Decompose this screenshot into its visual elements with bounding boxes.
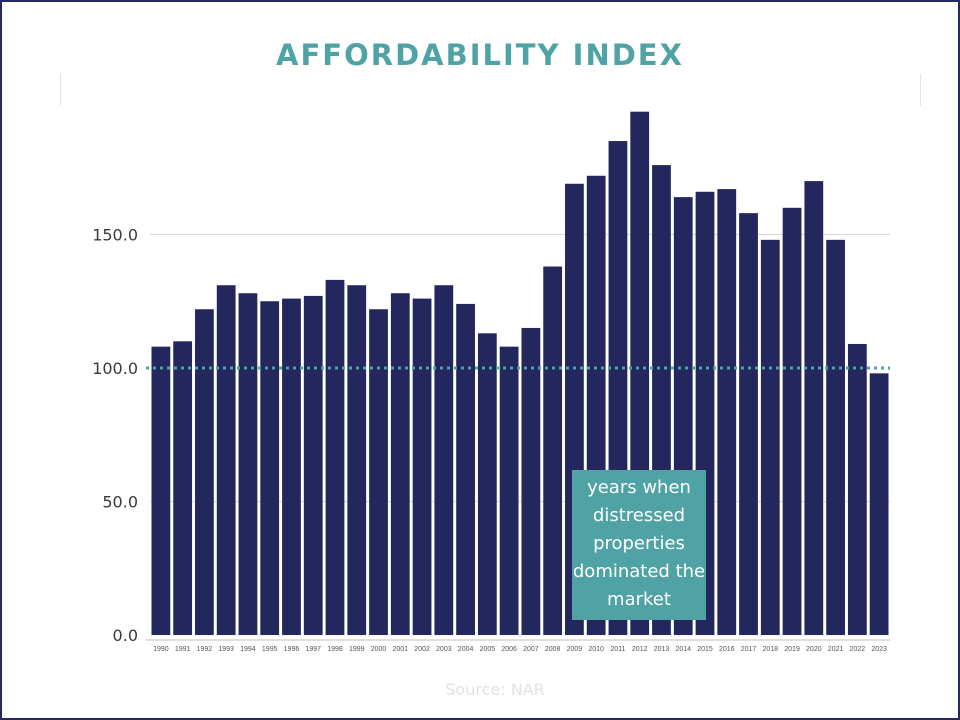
y-tick-label: 150.0	[92, 226, 138, 245]
bar	[325, 279, 345, 635]
x-tick-label: 1993	[218, 646, 234, 653]
bar	[303, 295, 323, 635]
x-tick-label: 2020	[806, 646, 822, 653]
annotation-box: years when distressed properties dominat…	[572, 470, 706, 620]
x-tick-label: 1996	[284, 646, 300, 653]
x-tick-label: 2014	[675, 646, 691, 653]
x-tick-label: 1990	[153, 646, 169, 653]
panel-edge-right	[920, 74, 921, 106]
x-tick-label: 2022	[850, 646, 866, 653]
bar	[347, 285, 367, 635]
bar	[238, 293, 258, 635]
x-tick-label: 2007	[523, 646, 539, 653]
bar	[869, 373, 889, 635]
x-tick-label: 2012	[632, 646, 648, 653]
bar	[847, 343, 867, 635]
bar	[739, 213, 758, 635]
bar	[477, 333, 497, 635]
bar	[369, 309, 388, 635]
bar	[216, 285, 236, 635]
x-tick-label: 2008	[545, 646, 561, 653]
panel-edge-left	[60, 74, 61, 106]
x-tick-label: 2005	[480, 646, 496, 653]
bar	[412, 298, 432, 635]
bar	[717, 189, 737, 636]
bar	[782, 207, 802, 636]
bar	[456, 303, 475, 635]
y-tick-label: 0.0	[113, 626, 138, 645]
x-tick-label: 2013	[654, 646, 670, 653]
bar	[151, 346, 171, 635]
x-tick-label: 1991	[175, 646, 191, 653]
x-tick-label: 2019	[784, 646, 800, 653]
bar	[390, 293, 410, 635]
x-tick-label: 2010	[588, 646, 604, 653]
bar	[173, 341, 193, 635]
x-tick-label: 2001	[393, 646, 409, 653]
x-tick-label: 2009	[567, 646, 583, 653]
x-tick-label: 2003	[436, 646, 452, 653]
bar	[804, 181, 824, 635]
x-tick-label: 2023	[871, 646, 887, 653]
y-tick-label: 50.0	[102, 493, 138, 512]
x-tick-label: 2006	[501, 646, 517, 653]
x-tick-label: 2011	[610, 646, 625, 653]
x-tick-label: 1997	[305, 646, 321, 653]
x-tick-label: 2017	[741, 646, 757, 653]
bar	[826, 239, 845, 635]
x-tick-label: 2000	[371, 646, 387, 653]
x-tick-label: 2004	[458, 646, 474, 653]
source-note: Source: NAR	[445, 680, 545, 699]
bar	[760, 239, 780, 635]
bar	[195, 309, 214, 635]
x-tick-label: 2015	[697, 646, 713, 653]
y-tick-label: 100.0	[92, 359, 138, 378]
bar	[521, 327, 541, 635]
chart-title: AFFORDABILITY INDEX	[276, 38, 684, 72]
bar	[434, 285, 454, 635]
x-tick-label: 2016	[719, 646, 735, 653]
bar	[260, 301, 280, 635]
bar	[282, 298, 301, 635]
x-tick-label: 1995	[262, 646, 278, 653]
x-tick-label: 1994	[240, 646, 256, 653]
bar	[499, 346, 519, 635]
x-tick-label: 2021	[828, 646, 844, 653]
x-tick-label: 1998	[327, 646, 343, 653]
x-tick-label: 2018	[763, 646, 779, 653]
x-tick-label: 2002	[414, 646, 430, 653]
bar	[543, 266, 563, 635]
x-tick-label: 1999	[349, 646, 365, 653]
x-tick-label: 1992	[197, 646, 213, 653]
